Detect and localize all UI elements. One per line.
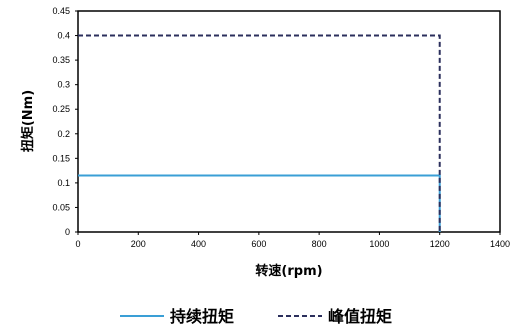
x-axis-title: 转速(rpm) [255,263,322,279]
x-tick-label-1: 200 [131,239,146,249]
y-tick-label-2: 0.1 [57,178,70,188]
x-tick-label-5: 1000 [369,239,389,249]
series-line-continuous-torque [78,174,441,232]
legend-label-1: 峰值扭矩 [328,307,392,326]
y-tick-label-3: 0.15 [52,153,70,163]
y-tick-label-4: 0.2 [57,129,70,139]
x-tick-label-2: 400 [191,239,206,249]
x-tick-label-6: 1200 [430,239,450,249]
legend: 持续扭矩 峰值扭矩 [120,307,392,326]
x-axis-ticks: 0 200 400 600 800 1000 1200 1400 [75,232,510,249]
x-tick-label-4: 800 [312,239,327,249]
y-axis-ticks: 0 0.05 0.1 0.15 0.2 0.25 0.3 0.35 0.4 0.45 [52,6,78,237]
series-layer [78,34,441,232]
x-tick-label-0: 0 [75,239,80,249]
y-tick-label-6: 0.3 [57,80,70,90]
y-tick-label-7: 0.35 [52,55,70,65]
y-tick-label-1: 0.05 [52,202,70,212]
y-tick-label-9: 0.45 [52,6,70,16]
x-tick-label-3: 600 [251,239,266,249]
y-tick-label-8: 0.4 [57,31,70,41]
series-line-peak-torque [78,34,441,232]
legend-label-0: 持续扭矩 [170,307,234,326]
x-tick-label-7: 1400 [490,239,510,249]
y-tick-label-0: 0 [65,227,70,237]
y-tick-label-5: 0.25 [52,104,70,114]
plot-area-frame [77,10,501,233]
y-axis-title: 扭矩(Nm) [20,90,36,152]
